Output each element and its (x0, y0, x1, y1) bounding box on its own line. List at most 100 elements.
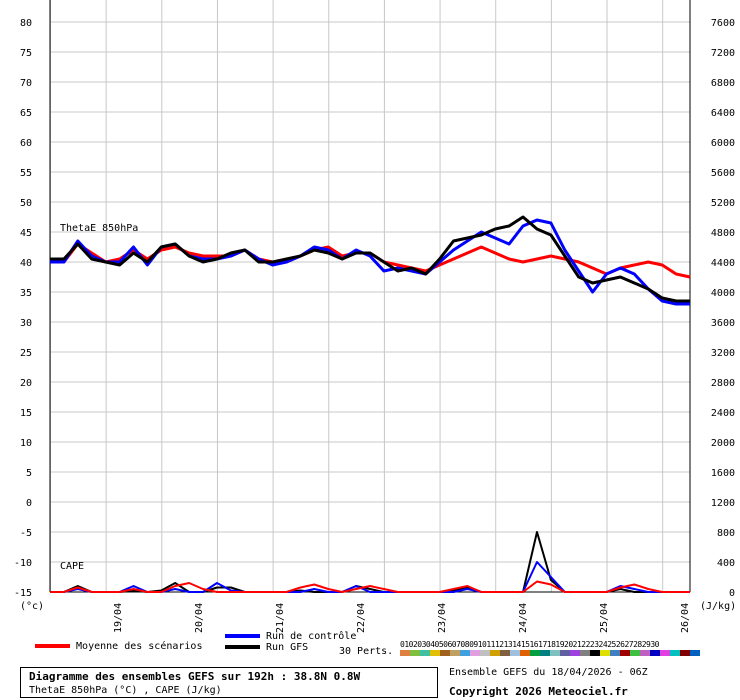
perturbation-swatch (400, 650, 410, 656)
cape-panel-label: CAPE (60, 561, 84, 572)
perturbation-swatch (540, 650, 550, 656)
legend-control: Run de contrôle (225, 631, 356, 642)
perturbation-swatch (640, 650, 650, 656)
left-axis-unit: (°c) (20, 601, 44, 612)
right-tick-label: 3600 (711, 318, 735, 329)
right-tick-label: 2000 (711, 438, 735, 449)
left-tick-label: -10 (14, 558, 32, 569)
perturbation-swatch (430, 650, 440, 656)
right-tick-label: 1600 (711, 468, 735, 479)
legend-gfs: Run GFS (225, 642, 308, 653)
legend-gfs-swatch (225, 645, 260, 649)
left-tick-label: 60 (20, 138, 32, 149)
perturbation-swatch (680, 650, 690, 656)
right-axis-unit: (J/kg) (700, 601, 736, 612)
right-tick-label: 4800 (711, 228, 735, 239)
perturbation-swatch (630, 650, 640, 656)
perturbation-swatch (460, 650, 470, 656)
right-tick-label: 0 (729, 588, 735, 599)
left-tick-label: 55 (20, 168, 32, 179)
right-tick-label: 5200 (711, 198, 735, 209)
perturbation-swatch (550, 650, 560, 656)
right-tick-label: 6000 (711, 138, 735, 149)
left-tick-label: 40 (20, 258, 32, 269)
perturbation-ids: 0102030405060708091011121314151617181920… (400, 640, 659, 649)
right-tick-label: 7200 (711, 48, 735, 59)
left-tick-label: 10 (20, 438, 32, 449)
series-line-moyenne-des-sc-narios-cape (50, 580, 690, 593)
legend-control-swatch (225, 634, 260, 638)
left-tick-label: 30 (20, 318, 32, 329)
perturbation-swatch (620, 650, 630, 656)
perturbation-swatch (450, 650, 460, 656)
perturbation-swatch (480, 650, 490, 656)
right-tick-label: 3200 (711, 348, 735, 359)
legend-mean-label: Moyenne des scénarios (76, 641, 203, 652)
x-tick-label: 24/04 (518, 603, 529, 633)
legend-perts: 30 Perts. (339, 646, 393, 657)
right-tick-label: 4000 (711, 288, 735, 299)
perturbation-swatch (600, 650, 610, 656)
perturbation-swatch (440, 650, 450, 656)
left-tick-label: 35 (20, 288, 32, 299)
perturbation-swatch (660, 650, 670, 656)
perturbation-swatch (470, 650, 480, 656)
left-tick-label: 15 (20, 408, 32, 419)
left-tick-label: 50 (20, 198, 32, 209)
legend-control-label: Run de contrôle (266, 631, 357, 642)
perturbation-swatch (690, 650, 700, 656)
chart-title-box: Diagramme des ensembles GEFS sur 192h : … (20, 667, 438, 698)
right-tick-label: 6800 (711, 78, 735, 89)
perturbation-swatch (520, 650, 530, 656)
x-tick-label: 19/04 (113, 603, 124, 633)
perturbation-swatch (530, 650, 540, 656)
x-tick-label: 21/04 (275, 603, 286, 633)
perturbation-swatch (490, 650, 500, 656)
legend-perts-label: 30 Perts. (339, 646, 394, 657)
left-tick-label: 20 (20, 378, 32, 389)
left-tick-label: -15 (14, 588, 32, 599)
chart-subtitle: ThetaE 850hPa (°C) , CAPE (J/kg) (29, 685, 222, 696)
legend-mean-swatch (35, 644, 70, 648)
perturbation-color-swatches (400, 650, 700, 656)
right-tick-label: 2400 (711, 408, 735, 419)
left-tick-label: 45 (20, 228, 32, 239)
perturbation-swatch (610, 650, 620, 656)
right-tick-label: 7600 (711, 18, 735, 29)
perturbation-swatch (510, 650, 520, 656)
right-tick-label: 800 (717, 528, 735, 539)
right-tick-label: 1200 (711, 498, 735, 509)
left-tick-label: 5 (26, 468, 32, 479)
perturbation-swatch (560, 650, 570, 656)
perturbation-swatch (500, 650, 510, 656)
perturbation-swatch (420, 650, 430, 656)
copyright: Copyright 2026 Meteociel.fr (449, 685, 628, 698)
x-tick-label: 23/04 (437, 603, 448, 633)
right-tick-label: 2800 (711, 378, 735, 389)
left-tick-label: 80 (20, 18, 32, 29)
series-line-run-gfs (50, 215, 690, 303)
left-tick-label: 70 (20, 78, 32, 89)
left-tick-label: 65 (20, 108, 32, 119)
right-tick-label: 400 (717, 558, 735, 569)
ensemble-info: Ensemble GEFS du 18/04/2026 - 06Z (449, 667, 648, 678)
left-tick-label: 0 (26, 498, 32, 509)
left-tick-label: 25 (20, 348, 32, 359)
perturbation-swatch (570, 650, 580, 656)
x-tick-label: 22/04 (356, 603, 367, 633)
left-tick-label: 75 (20, 48, 32, 59)
legend-mean: Moyenne des scénarios (35, 641, 202, 652)
x-tick-label: 20/04 (194, 603, 205, 633)
plot-area (50, 0, 690, 592)
legend-gfs-label: Run GFS (266, 642, 309, 653)
perturbation-swatch (670, 650, 680, 656)
right-tick-label: 5600 (711, 168, 735, 179)
perturbation-swatch (650, 650, 660, 656)
left-tick-label: -5 (20, 528, 32, 539)
chart-title: Diagramme des ensembles GEFS sur 192h : … (29, 670, 361, 683)
perturbation-swatch (590, 650, 600, 656)
thetae-panel-label: ThetaE 850hPa (60, 223, 138, 234)
right-tick-label: 4400 (711, 258, 735, 269)
right-tick-label: 6400 (711, 108, 735, 119)
